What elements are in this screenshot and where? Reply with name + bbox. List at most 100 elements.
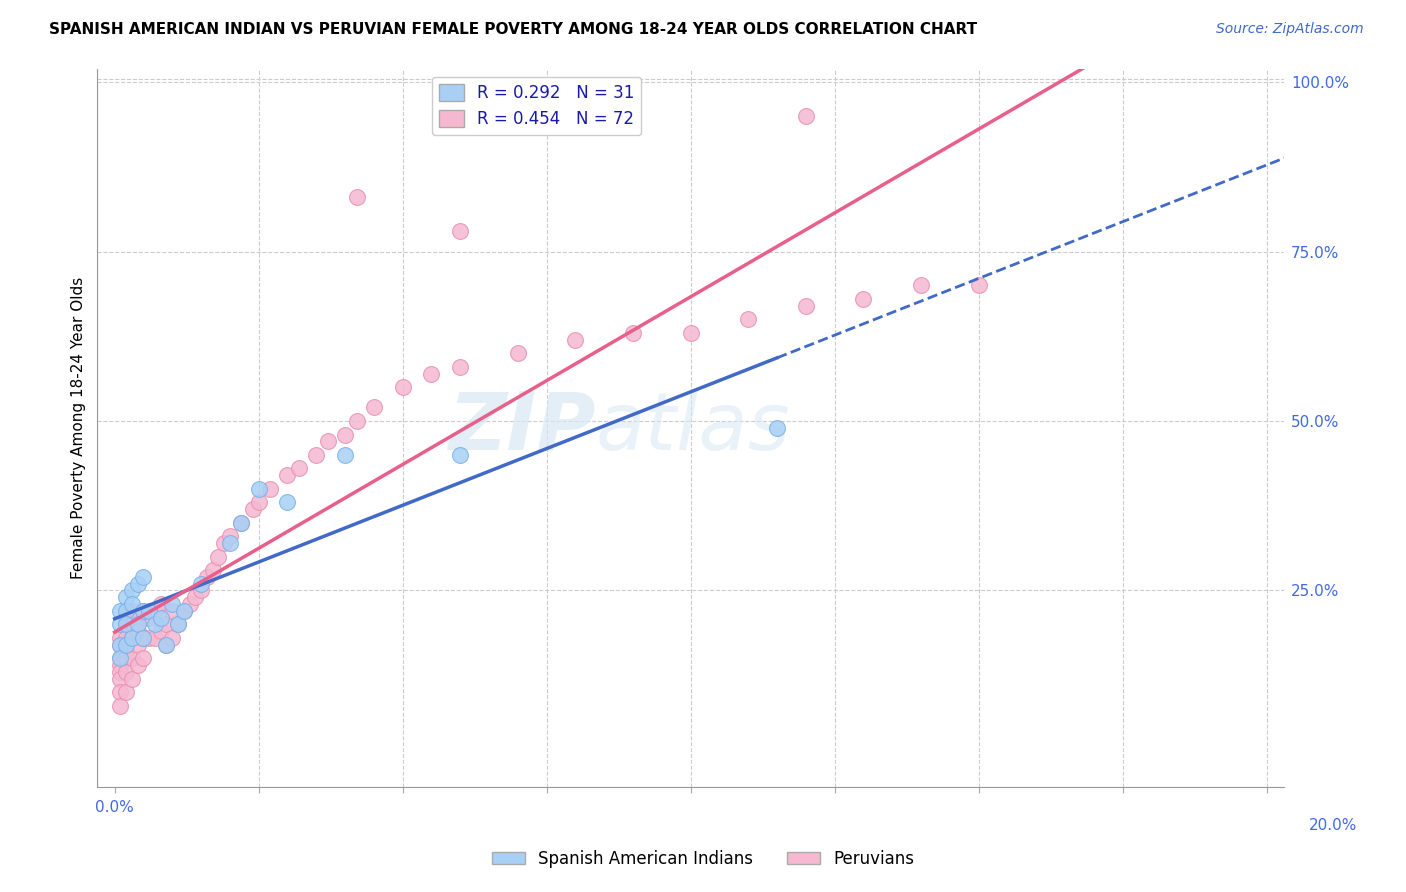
Point [910,278,932,293]
Point [766,421,789,435]
Point [121,597,143,611]
Point [276,468,298,483]
Point [110,698,132,713]
Point [218,529,240,543]
Point [110,638,132,652]
Point [110,651,132,665]
Point [346,190,368,204]
Point [305,448,328,462]
Point [160,631,183,645]
Point [121,631,143,645]
Point [420,367,443,381]
Point [155,638,177,652]
Point [179,597,201,611]
Text: Source: ZipAtlas.com: Source: ZipAtlas.com [1216,22,1364,37]
Point [110,658,132,673]
Y-axis label: Female Poverty Among 18-24 Year Olds: Female Poverty Among 18-24 Year Olds [72,277,86,579]
Text: ZIP: ZIP [449,389,596,467]
Point [794,109,817,123]
Point [247,495,270,509]
Point [346,414,368,428]
Point [449,359,471,374]
Point [564,333,586,347]
Point [110,604,132,618]
Point [201,563,224,577]
Point [173,604,195,618]
Point [173,604,195,618]
Point [110,617,132,632]
Point [127,576,149,591]
Point [132,570,155,584]
Point [231,516,253,530]
Point [737,312,759,326]
Point [218,536,240,550]
Text: atlas: atlas [596,389,790,467]
Point [115,604,138,618]
Point [115,651,138,665]
Point [333,427,356,442]
Point [195,570,218,584]
Point [149,610,172,624]
Point [506,346,529,360]
Point [679,326,702,340]
Point [143,631,166,645]
Legend: R = 0.292   N = 31, R = 0.454   N = 72: R = 0.292 N = 31, R = 0.454 N = 72 [432,77,641,135]
Point [132,631,155,645]
Point [231,516,253,530]
Point [167,617,190,632]
Point [184,591,207,605]
Point [449,224,471,238]
Text: 20.0%: 20.0% [1309,818,1357,832]
Point [138,610,160,624]
Point [167,617,190,632]
Point [115,644,138,658]
Point [115,631,138,645]
Point [127,624,149,639]
Point [127,610,149,624]
Point [115,638,138,652]
Point [190,583,212,598]
Point [207,549,229,564]
Point [449,448,471,462]
Point [115,617,138,632]
Point [143,604,166,618]
Point [333,448,356,462]
Point [121,651,143,665]
Point [259,482,281,496]
Point [190,576,212,591]
Point [121,583,143,598]
Point [121,672,143,686]
Point [794,299,817,313]
Point [132,651,155,665]
Point [132,631,155,645]
Point [110,665,132,679]
Point [110,651,132,665]
Point [110,631,132,645]
Point [115,591,138,605]
Point [127,658,149,673]
Point [621,326,644,340]
Point [276,495,298,509]
Point [143,617,166,632]
Text: SPANISH AMERICAN INDIAN VS PERUVIAN FEMALE POVERTY AMONG 18-24 YEAR OLDS CORRELA: SPANISH AMERICAN INDIAN VS PERUVIAN FEMA… [49,22,977,37]
Point [138,631,160,645]
Point [132,604,155,618]
Point [155,638,177,652]
Legend: Spanish American Indians, Peruvians: Spanish American Indians, Peruvians [485,844,921,875]
Point [115,617,138,632]
Point [115,665,138,679]
Point [149,597,172,611]
Point [149,624,172,639]
Point [288,461,311,475]
Point [247,482,270,496]
Point [110,638,132,652]
Point [115,685,138,699]
Point [160,604,183,618]
Point [242,502,264,516]
Point [391,380,413,394]
Point [121,604,143,618]
Point [155,617,177,632]
Point [138,604,160,618]
Point [127,638,149,652]
Point [121,631,143,645]
